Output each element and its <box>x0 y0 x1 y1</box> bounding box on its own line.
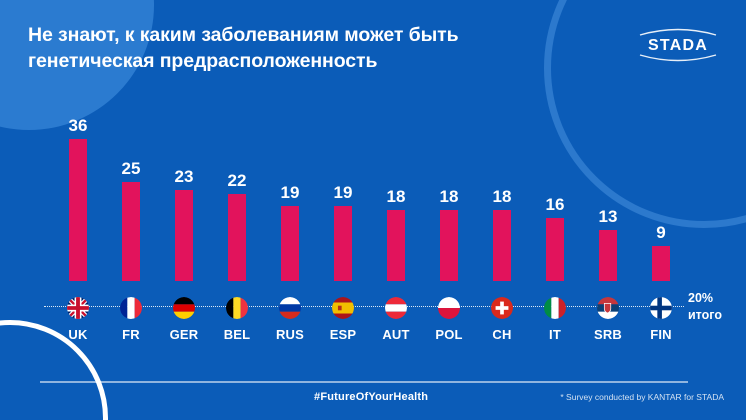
bar-group: 18 POL <box>423 100 475 420</box>
bar-ger <box>175 190 193 281</box>
bar-aut <box>387 210 405 281</box>
bar-series: 36 UK 25 FR 23 GER 22 BEL 19 RUS 19 ESP 18 AUT… <box>52 100 692 420</box>
bar-ch <box>493 210 511 281</box>
flag-finland-icon <box>650 297 672 319</box>
country-label-fin: FIN <box>650 327 672 342</box>
threshold-value: 20% <box>688 291 714 305</box>
stada-logo: STADA <box>632 22 724 68</box>
country-label-esp: ESP <box>329 327 357 342</box>
svg-text:STADA: STADA <box>648 37 708 54</box>
bar-value-label: 18 <box>492 187 512 206</box>
bar-group: 23 GER <box>158 100 210 420</box>
flag-france-icon <box>120 297 142 319</box>
bar-value-label: 18 <box>439 187 459 206</box>
bar-group: 16 IT <box>529 100 581 420</box>
bar-chart: 20% итого 36 UK 25 FR 23 GER 22 BEL 19 RUS 19… <box>0 100 746 383</box>
bar-pol <box>440 210 458 281</box>
bar-it <box>546 217 564 281</box>
flag-italy-icon <box>544 297 566 319</box>
bar-value-label: 16 <box>545 194 565 214</box>
country-label-fr: FR <box>122 327 140 342</box>
country-label-it: IT <box>549 327 561 342</box>
country-label-bel: BEL <box>223 327 251 342</box>
bar-rus <box>281 206 299 281</box>
bar-value-label: 23 <box>174 167 194 187</box>
bar-value-label: 25 <box>121 159 141 179</box>
bar-bel <box>228 194 246 281</box>
bar-group: 19 ESP <box>317 100 369 420</box>
flag-poland-icon <box>438 297 460 319</box>
bar-group: 36 UK <box>52 100 104 420</box>
threshold-caption: итого <box>688 308 722 322</box>
flag-germany-icon <box>173 297 195 319</box>
flag-serbia-icon <box>597 297 619 319</box>
country-label-ger: GER <box>169 327 199 342</box>
country-label-rus: RUS <box>275 327 305 342</box>
hashtag-label: #FutureOfYourHealth <box>314 391 429 403</box>
country-label-uk: UK <box>68 327 88 342</box>
flag-belgium-icon <box>226 297 248 319</box>
bar-value-label: 18 <box>386 187 406 206</box>
flag-russia-icon <box>279 297 301 319</box>
bar-value-label: 13 <box>598 206 618 226</box>
country-label-aut: AUT <box>382 327 410 342</box>
flag-spain-icon <box>332 297 354 319</box>
source-note: * Survey conducted by KANTAR for STADA <box>560 392 724 402</box>
country-label-srb: SRB <box>593 327 623 342</box>
bar-group: 22 BEL <box>211 100 263 420</box>
page-title: Не знают, к каким заболеваниям может быт… <box>28 24 459 72</box>
bar-esp <box>334 206 352 281</box>
bar-group: 19 RUS <box>264 100 316 420</box>
slide-header: Не знают, к каким заболеваниям может быт… <box>0 0 746 96</box>
country-label-ch: CH <box>492 327 512 342</box>
bar-value-label: 19 <box>280 183 300 203</box>
bar-group: 25 FR <box>105 100 157 420</box>
bar-group: 18 AUT <box>370 100 422 420</box>
chart-baseline <box>40 381 688 383</box>
bar-value-label: 19 <box>333 183 353 203</box>
bar-uk <box>69 139 87 281</box>
bar-group: 9 FIN <box>635 100 687 420</box>
bar-group: 18 CH <box>476 100 528 420</box>
bar-fr <box>122 182 140 281</box>
flag-austria-icon <box>385 297 407 319</box>
bar-srb <box>599 229 617 281</box>
bar-value-label: 36 <box>68 116 88 135</box>
threshold-label: 20% итого <box>688 290 746 324</box>
flag-switzerland-icon <box>491 297 513 319</box>
bar-value-label: 9 <box>656 222 666 242</box>
flag-united-kingdom-icon <box>67 297 89 319</box>
bar-group: 13 SRB <box>582 100 634 420</box>
threshold-line-20-percent <box>44 306 684 307</box>
country-label-pol: POL <box>435 327 463 342</box>
bar-fin <box>652 245 670 281</box>
bar-value-label: 22 <box>227 171 247 191</box>
